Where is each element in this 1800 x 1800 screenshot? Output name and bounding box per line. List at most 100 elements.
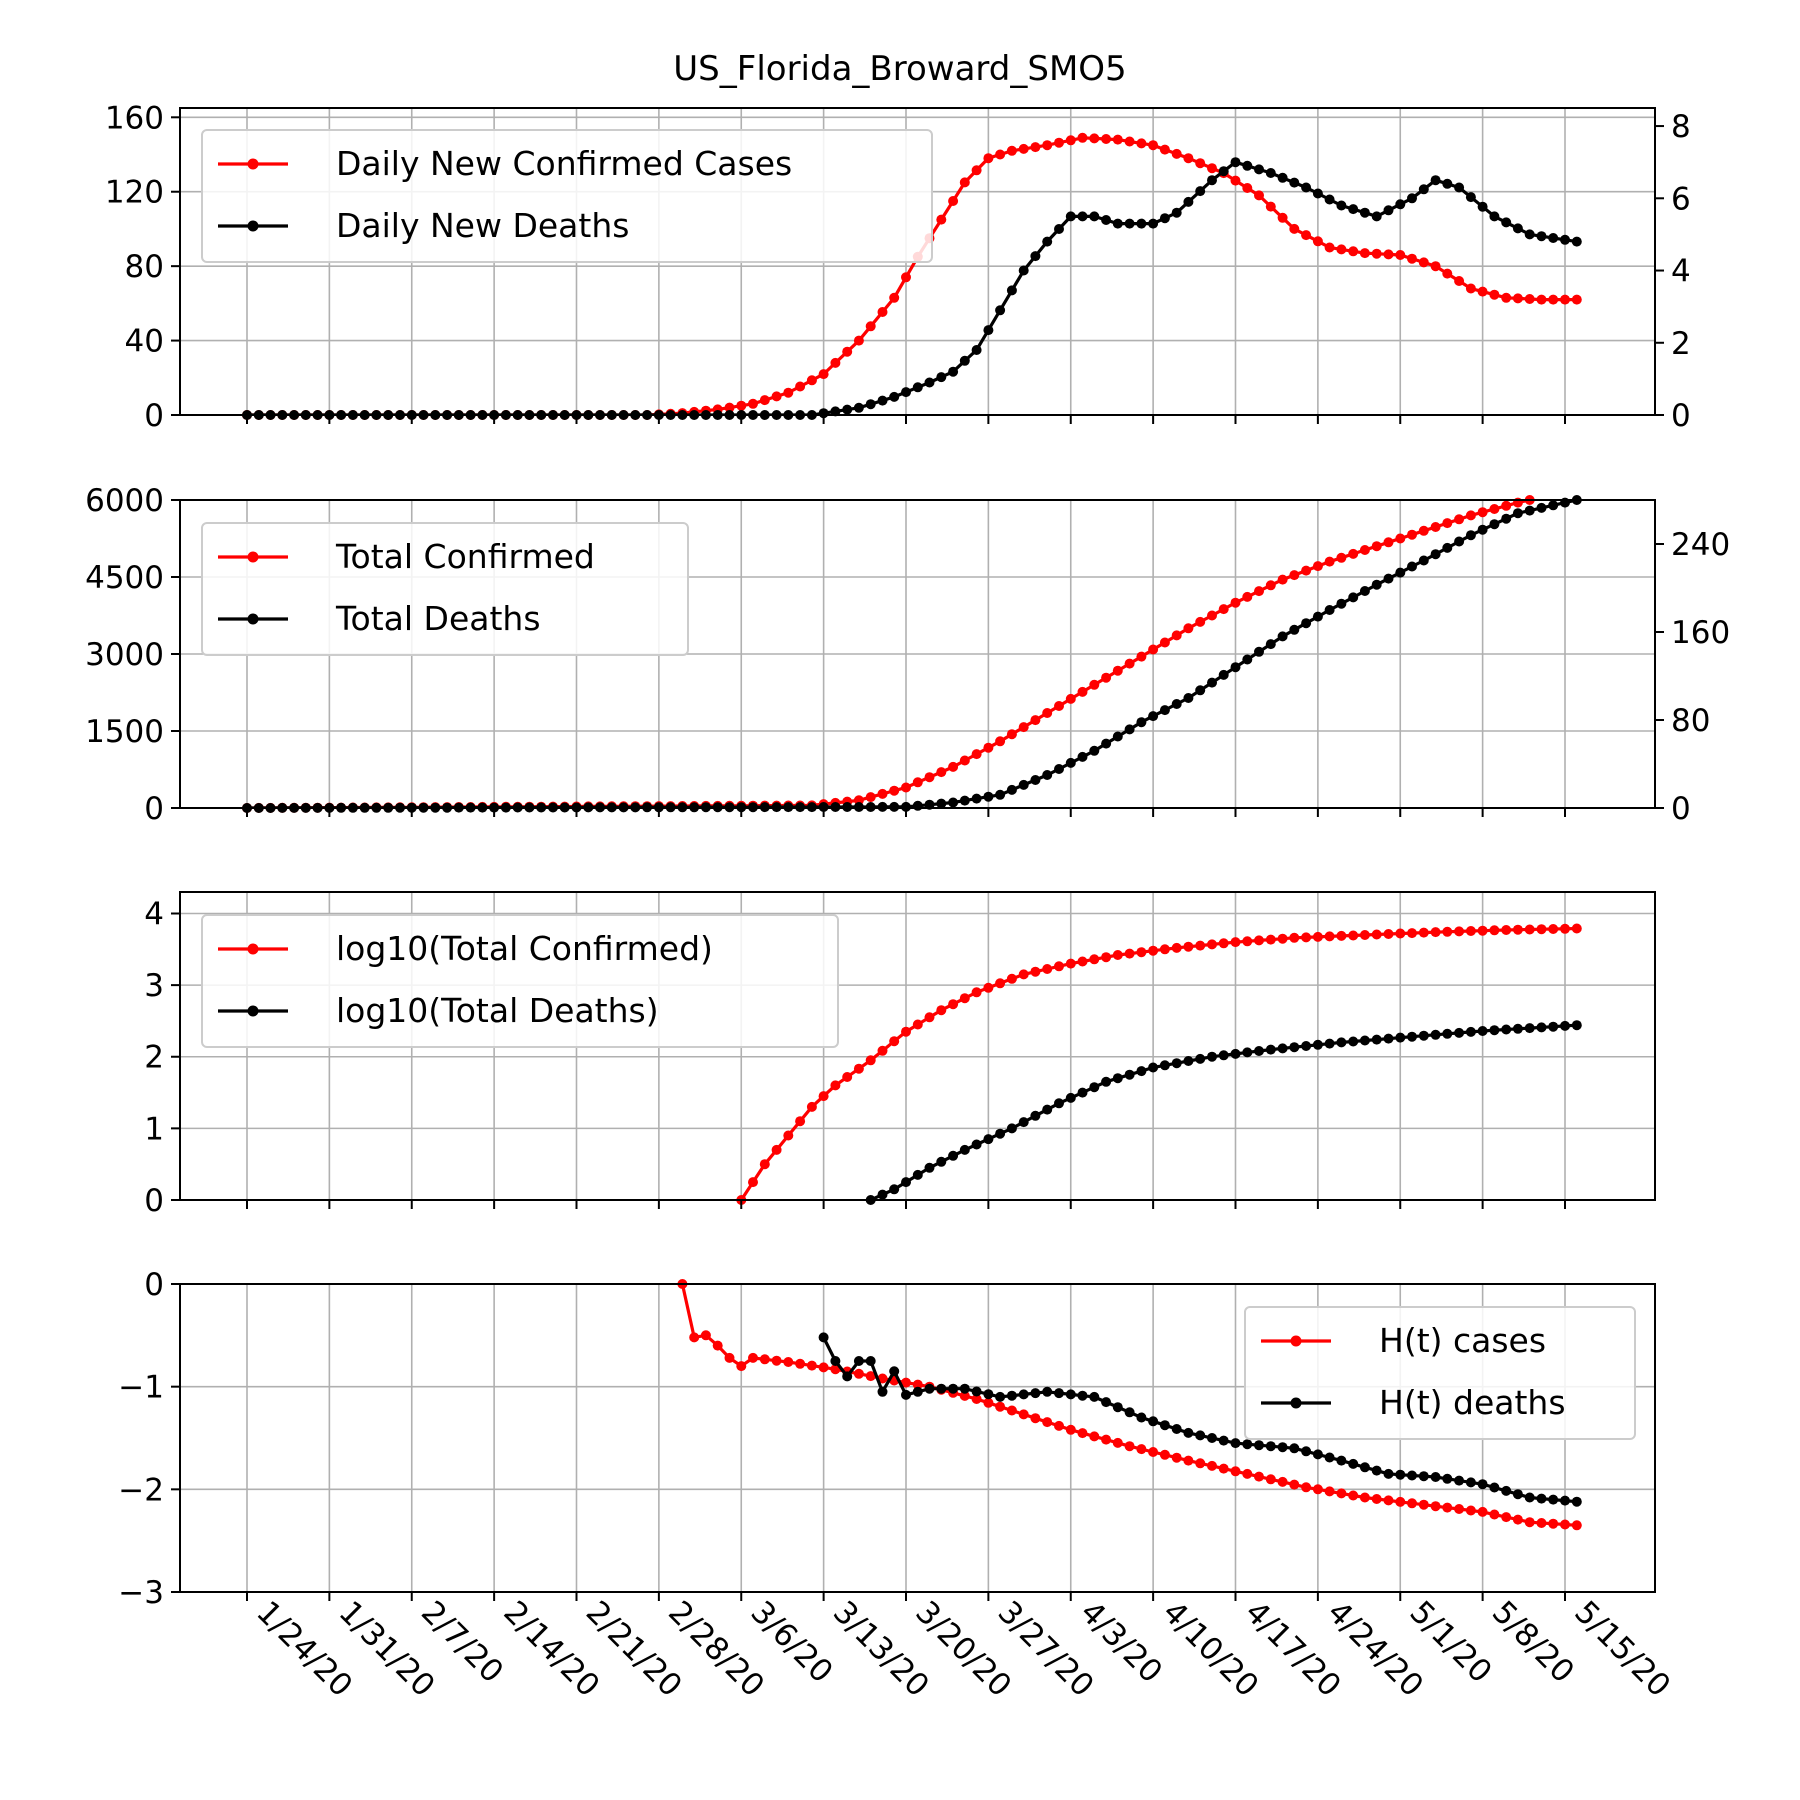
data-point <box>1465 283 1476 294</box>
data-point <box>1454 182 1465 193</box>
data-point <box>1571 236 1582 247</box>
data-point <box>1571 294 1582 305</box>
data-point <box>1359 1492 1370 1503</box>
data-point <box>830 406 841 417</box>
data-point <box>1324 931 1335 942</box>
data-point <box>1312 931 1323 942</box>
data-point <box>1101 1397 1112 1408</box>
data-point <box>1301 182 1312 193</box>
data-point <box>1301 932 1312 943</box>
data-point <box>1148 711 1159 722</box>
data-point <box>865 1055 876 1066</box>
data-point <box>995 736 1006 747</box>
data-point <box>795 381 806 392</box>
data-point <box>1536 502 1547 513</box>
data-point <box>1065 757 1076 768</box>
data-point <box>1254 586 1264 597</box>
data-point <box>877 1045 888 1056</box>
data-point <box>1136 1444 1147 1455</box>
data-point <box>1548 1518 1559 1529</box>
data-point <box>1407 193 1417 204</box>
data-point <box>995 305 1006 316</box>
data-point <box>901 387 911 398</box>
data-point <box>1371 929 1382 940</box>
data-point <box>1359 586 1370 596</box>
data-point <box>1489 504 1500 514</box>
data-point <box>1018 969 1029 980</box>
data-point <box>1336 598 1347 609</box>
right-tick-label: 0 <box>1671 791 1691 827</box>
data-point <box>1242 654 1253 665</box>
data-point <box>948 1150 959 1161</box>
left-tick-label: 4 <box>144 896 164 932</box>
data-point <box>1348 930 1359 941</box>
data-point <box>1359 1035 1370 1046</box>
legend-box <box>201 914 839 1048</box>
data-point <box>1077 1390 1088 1401</box>
data-point <box>1371 541 1382 552</box>
data-point <box>1512 508 1523 519</box>
legend: Daily New Confirmed Cases Daily New Death… <box>201 129 933 263</box>
data-point <box>1512 293 1523 304</box>
data-point <box>1054 701 1064 711</box>
data-point <box>1265 934 1276 945</box>
data-point <box>1171 1452 1182 1463</box>
data-point <box>1159 1060 1170 1071</box>
data-point <box>1124 1407 1135 1418</box>
data-point <box>1112 134 1123 145</box>
data-point <box>1383 249 1394 260</box>
data-point <box>1030 1413 1041 1424</box>
data-point <box>1524 294 1535 304</box>
data-point <box>1242 591 1253 602</box>
data-point <box>724 402 735 413</box>
data-point <box>1054 961 1064 972</box>
data-point <box>1442 268 1453 279</box>
data-point <box>901 782 911 793</box>
data-point <box>1383 205 1394 216</box>
data-point <box>1207 677 1217 688</box>
data-point <box>1042 236 1053 247</box>
data-point <box>1383 1495 1394 1506</box>
legend-swatch-marker <box>247 1005 259 1017</box>
right-tick-label: 160 <box>1671 615 1730 651</box>
panel-1: 0 40 80 120 160 0 2 4 6 8 Daily New Confirmed Case… <box>105 100 1691 434</box>
data-point <box>1101 1076 1112 1087</box>
data-point <box>724 1352 735 1363</box>
data-point <box>1089 1431 1100 1442</box>
data-point <box>1042 770 1053 780</box>
left-tick-label: 2 <box>144 1040 164 1076</box>
data-point <box>771 1355 782 1366</box>
data-point <box>1395 928 1406 939</box>
legend-box <box>201 129 933 263</box>
data-point <box>1242 1468 1253 1479</box>
data-point <box>959 355 970 366</box>
data-point <box>1124 218 1135 229</box>
data-point <box>1124 658 1135 669</box>
data-point <box>1324 1486 1335 1497</box>
data-point <box>1148 1447 1159 1457</box>
data-point <box>1124 136 1135 147</box>
data-point <box>865 321 876 332</box>
data-point <box>936 214 947 225</box>
data-point <box>842 346 853 357</box>
data-point <box>1548 233 1559 243</box>
data-point <box>1383 537 1394 548</box>
data-point <box>1407 1498 1417 1509</box>
data-point <box>1336 200 1347 211</box>
data-point <box>912 1386 923 1397</box>
data-point <box>1324 605 1335 615</box>
series-h-t-cases <box>677 1279 1582 1531</box>
data-point <box>1548 924 1559 934</box>
left-tick-label: −1 <box>118 1370 164 1406</box>
data-point <box>1207 939 1217 950</box>
data-point <box>771 391 782 402</box>
legend-label: Daily New Deaths <box>336 206 629 245</box>
data-point <box>1265 201 1276 212</box>
data-point <box>1571 1496 1582 1507</box>
data-point <box>1465 926 1476 936</box>
data-point <box>1277 631 1288 642</box>
data-point <box>1065 1389 1076 1400</box>
data-point <box>995 149 1006 160</box>
data-point <box>1265 580 1276 591</box>
data-point <box>1501 500 1512 511</box>
